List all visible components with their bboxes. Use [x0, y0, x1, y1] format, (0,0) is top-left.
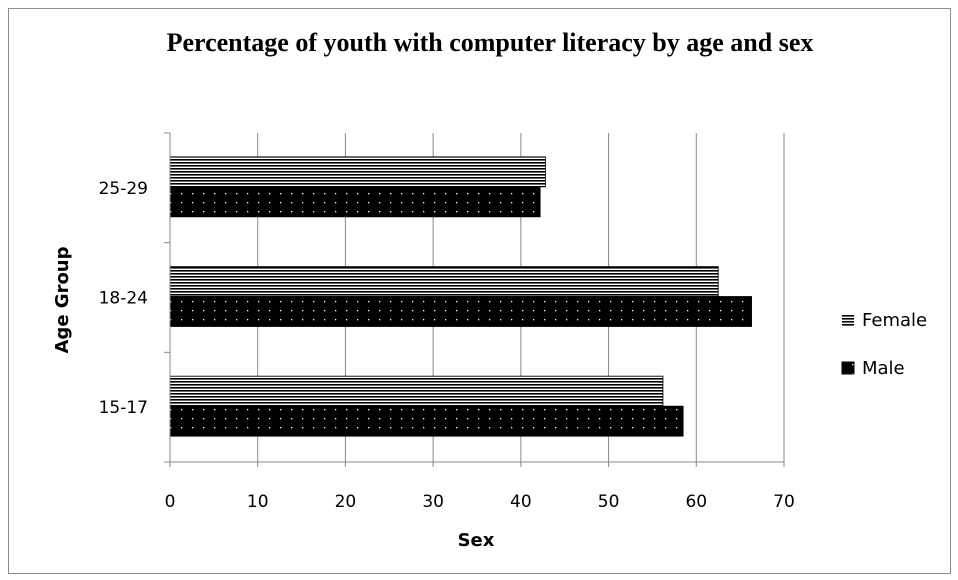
legend-swatch-female	[842, 314, 854, 326]
bar-male-18-24	[169, 296, 752, 327]
legend-label-male: Male	[862, 358, 905, 379]
legend-swatch-male	[841, 361, 855, 375]
x-axis-title: Sex	[458, 530, 495, 551]
x-tick-label: 10	[247, 492, 269, 512]
bar-female-18-24	[169, 266, 719, 297]
x-tick-label: 50	[598, 492, 620, 512]
x-tick-label: 60	[685, 492, 707, 512]
x-tick-label: 70	[773, 492, 795, 512]
chart-title: Percentage of youth with computer litera…	[166, 28, 814, 57]
bar-male-15-17	[169, 405, 684, 437]
x-tick-label: 30	[422, 492, 444, 512]
bar-female-25-29	[169, 156, 546, 188]
y-axis-title: Age Group	[52, 246, 73, 353]
bar-female-15-17	[169, 375, 664, 407]
y-tick-label: 15-17	[99, 398, 148, 418]
x-tick-label: 20	[335, 492, 357, 512]
bar-male-25-29	[169, 186, 541, 218]
x-tick-label: 40	[510, 492, 532, 512]
legend-label-female: Female	[862, 310, 927, 331]
y-tick-label: 25-29	[99, 179, 148, 199]
x-tick-label: 0	[165, 492, 176, 512]
y-tick-label: 18-24	[99, 289, 148, 309]
